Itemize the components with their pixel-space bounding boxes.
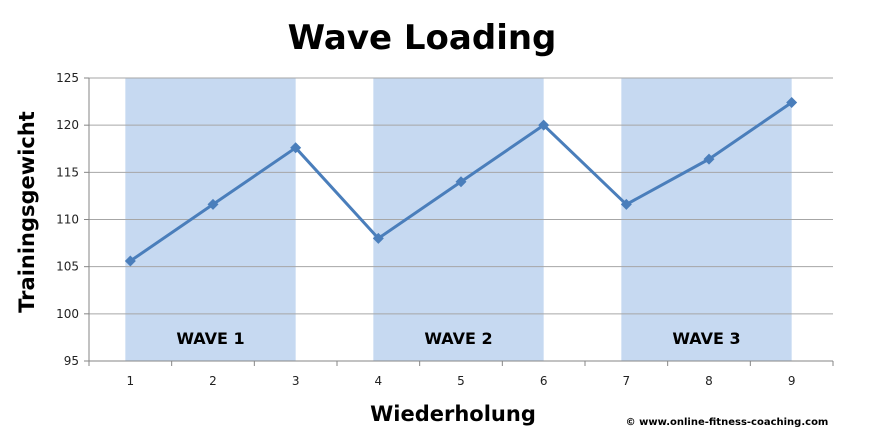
chart-title: Wave Loading (288, 18, 557, 58)
wave-label-1: WAVE 1 (176, 329, 244, 348)
markers (124, 97, 798, 267)
data-point (455, 176, 467, 188)
data-point (124, 255, 136, 267)
data-point (372, 232, 384, 244)
data-point (703, 153, 715, 165)
x-tick-label: 5 (457, 374, 465, 388)
copyright-text: © www.online-fitness-coaching.com (626, 417, 829, 428)
x-axis-title: Wiederholung (370, 402, 536, 426)
x-tick-label: 9 (788, 374, 796, 388)
data-point (538, 119, 550, 131)
x-tick-label: 3 (292, 374, 300, 388)
y-tick-label: 105 (56, 260, 79, 274)
x-tick-label: 6 (540, 374, 548, 388)
y-tick-label: 125 (56, 71, 79, 85)
x-tick-label: 1 (127, 374, 135, 388)
y-axis-title: Trainingsgewicht (15, 111, 39, 313)
axes: 95 100 105 110 115 120 125 1 2 3 4 5 6 7 8 9 (56, 71, 834, 388)
x-tick-label: 7 (623, 374, 631, 388)
x-tick-label: 8 (705, 374, 713, 388)
wave-label-2: WAVE 2 (424, 329, 492, 348)
data-point (786, 97, 798, 109)
data-point (620, 198, 632, 210)
y-tick-label: 120 (56, 118, 79, 132)
y-tick-label: 110 (56, 213, 79, 227)
wave-labels: WAVE 1 WAVE 2 WAVE 3 (176, 329, 740, 348)
wave-label-3: WAVE 3 (672, 329, 740, 348)
data-point (207, 198, 219, 210)
data-point (290, 142, 302, 154)
x-tick-label: 2 (209, 374, 217, 388)
y-tick-label: 100 (56, 307, 79, 321)
y-tick-label: 95 (64, 354, 79, 368)
x-tick-label: 4 (375, 374, 383, 388)
y-tick-label: 115 (56, 165, 79, 179)
